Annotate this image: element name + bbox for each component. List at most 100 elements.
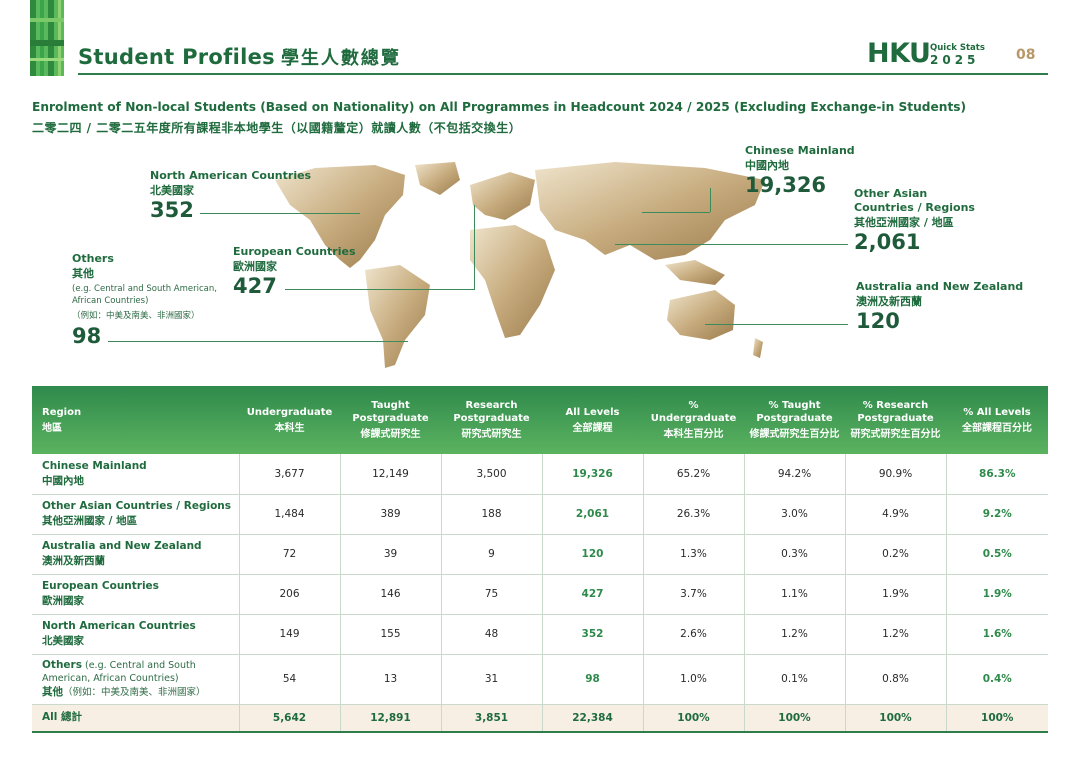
africa-shape [470,225,555,338]
value-cell: 0.4% [945,654,1048,705]
page-title-zh: 學生人數總覽 [280,48,401,69]
total-value-cell: 100% [642,704,744,733]
column-header-zh: 修課式研究生 [360,429,421,440]
value-cell: 9.2% [945,494,1048,535]
column-header: Research Postgraduate 研究式研究生 [441,386,542,454]
column-header-en: Region [42,406,82,418]
column-header: Taught Postgraduate 修課式研究生 [340,386,441,454]
value-cell: 188 [440,494,542,535]
year-label: 2025 [930,53,980,67]
value-others: 98 [72,324,102,348]
value-cell: 3,677 [238,454,340,495]
value-european: 427 [233,274,277,298]
header-pattern-graphic [30,0,64,76]
column-header-zh: 修課式研究生百分比 [749,429,840,440]
column-header: % All Levels 全部課程百分比 [946,386,1048,454]
connector-chinese-mainland [642,212,710,213]
region-name-zh: 澳洲及新西蘭 [42,555,105,567]
greenland-shape [415,162,460,195]
value-cell: 4.9% [844,494,946,535]
enrolment-table: Region 地區 Undergraduate 本科生 Taught Postgradu… [32,386,1048,733]
value-cell: 1.2% [844,614,946,655]
world-map [275,162,765,368]
region-cell: North American Countries 北美國家 [32,614,239,655]
header-divider [78,73,1048,75]
value-cell: 75 [440,574,542,615]
asia-shape [535,162,765,260]
value-cell: 86.3% [945,454,1048,495]
value-cell: 1.0% [642,654,744,705]
column-header: Undergraduate 本科生 [239,386,340,454]
table-row: Chinese Mainland 中國內地 3,677 12,149 3,500 19,3… [32,454,1048,495]
value-cell: 1.6% [945,614,1048,655]
quick-stats-label: Quick Stats [930,43,985,53]
value-cell: 1.9% [945,574,1048,615]
value-cell: 2.6% [642,614,744,655]
brand-logo-text: HKU [867,38,931,69]
value-cell: 54 [238,654,340,705]
page-title: Student Profiles 學生人數總覽 [78,44,401,70]
total-value-cell: 5,642 [238,704,340,733]
column-header: % Taught Postgraduate 修課式研究生百分比 [744,386,845,454]
total-value-cell: 22,384 [541,704,643,733]
value-cell: 3.7% [642,574,744,615]
label-north-america: North American Countries 北美國家 352 [150,169,312,222]
region-name-en: North American Countries [42,620,196,632]
value-cell: 389 [339,494,441,535]
value-cell: 120 [541,534,643,575]
value-cell: 3.0% [743,494,845,535]
value-cell: 9 [440,534,542,575]
connector-europe [285,289,475,290]
australia-shape [667,290,735,340]
column-header-en: % Research Postgraduate [857,400,934,424]
value-chinese-mainland: 19,326 [745,173,827,197]
column-header-zh: 研究式研究生百分比 [850,429,941,440]
value-cell: 1.9% [844,574,946,615]
value-cell: 427 [541,574,643,615]
region-name-zh: 其他（例如：中美及南美、非洲國家） [42,685,206,698]
value-cell: 94.2% [743,454,845,495]
value-cell: 206 [238,574,340,615]
region-note: (e.g. Central and South American, Africa… [42,659,196,684]
region-cell: Other Asian Countries / Regions 其他亞洲國家 / … [32,494,239,535]
value-cell: 90.9% [844,454,946,495]
column-header-zh: 研究式研究生 [461,429,522,440]
region-name-en: European Countries [42,580,159,592]
value-cell: 2,061 [541,494,643,535]
value-cell: 13 [339,654,441,705]
column-header-en: All Levels [565,406,620,418]
value-cell: 146 [339,574,441,615]
total-value-cell: 100% [743,704,845,733]
europe-shape [470,172,535,220]
column-header-zh: 本科生百分比 [663,429,724,440]
label-chinese-mainland: Chinese Mainland 中國內地 19,326 [745,144,855,197]
total-value-cell: 3,851 [440,704,542,733]
table-row: Australia and New Zealand 澳洲及新西蘭 72 39 9 120 1… [32,534,1048,575]
region-name-en: Chinese Mainland [42,459,147,472]
column-header-zh: 全部課程 [572,422,613,434]
value-cell: 72 [238,534,340,575]
value-cell: 39 [339,534,441,575]
column-header: Region 地區 [32,386,239,454]
page-number: 08 [1016,47,1036,63]
table-body: Chinese Mainland 中國內地 3,677 12,149 3,500 19,3… [32,454,1048,733]
table-row: North American Countries 北美國家 149 155 48 352 2… [32,614,1048,655]
value-cell: 1,484 [238,494,340,535]
total-label: All 總計 [32,704,239,733]
region-name-zh: 中國內地 [42,474,84,487]
value-cell: 155 [339,614,441,655]
total-value-cell: 100% [945,704,1048,733]
label-european: European Countries 歐洲國家 427 [233,245,356,298]
region-name-en: Others (e.g. Central and South American,… [42,658,196,684]
value-cell: 48 [440,614,542,655]
label-australia: Australia and New Zealand 澳洲及新西蘭 120 [856,280,1024,333]
column-header-zh: 全部課程百分比 [962,422,1032,434]
region-name-en: Other Asian Countries / Regions [42,500,232,512]
connector-other-asian [615,244,848,245]
connector-australia [705,324,848,325]
connector-north-america [200,213,360,214]
region-cell: Chinese Mainland 中國內地 [32,454,239,495]
value-cell: 1.2% [743,614,845,655]
north-america-shape [275,165,405,268]
region-cell: Australia and New Zealand 澳洲及新西蘭 [32,534,239,575]
